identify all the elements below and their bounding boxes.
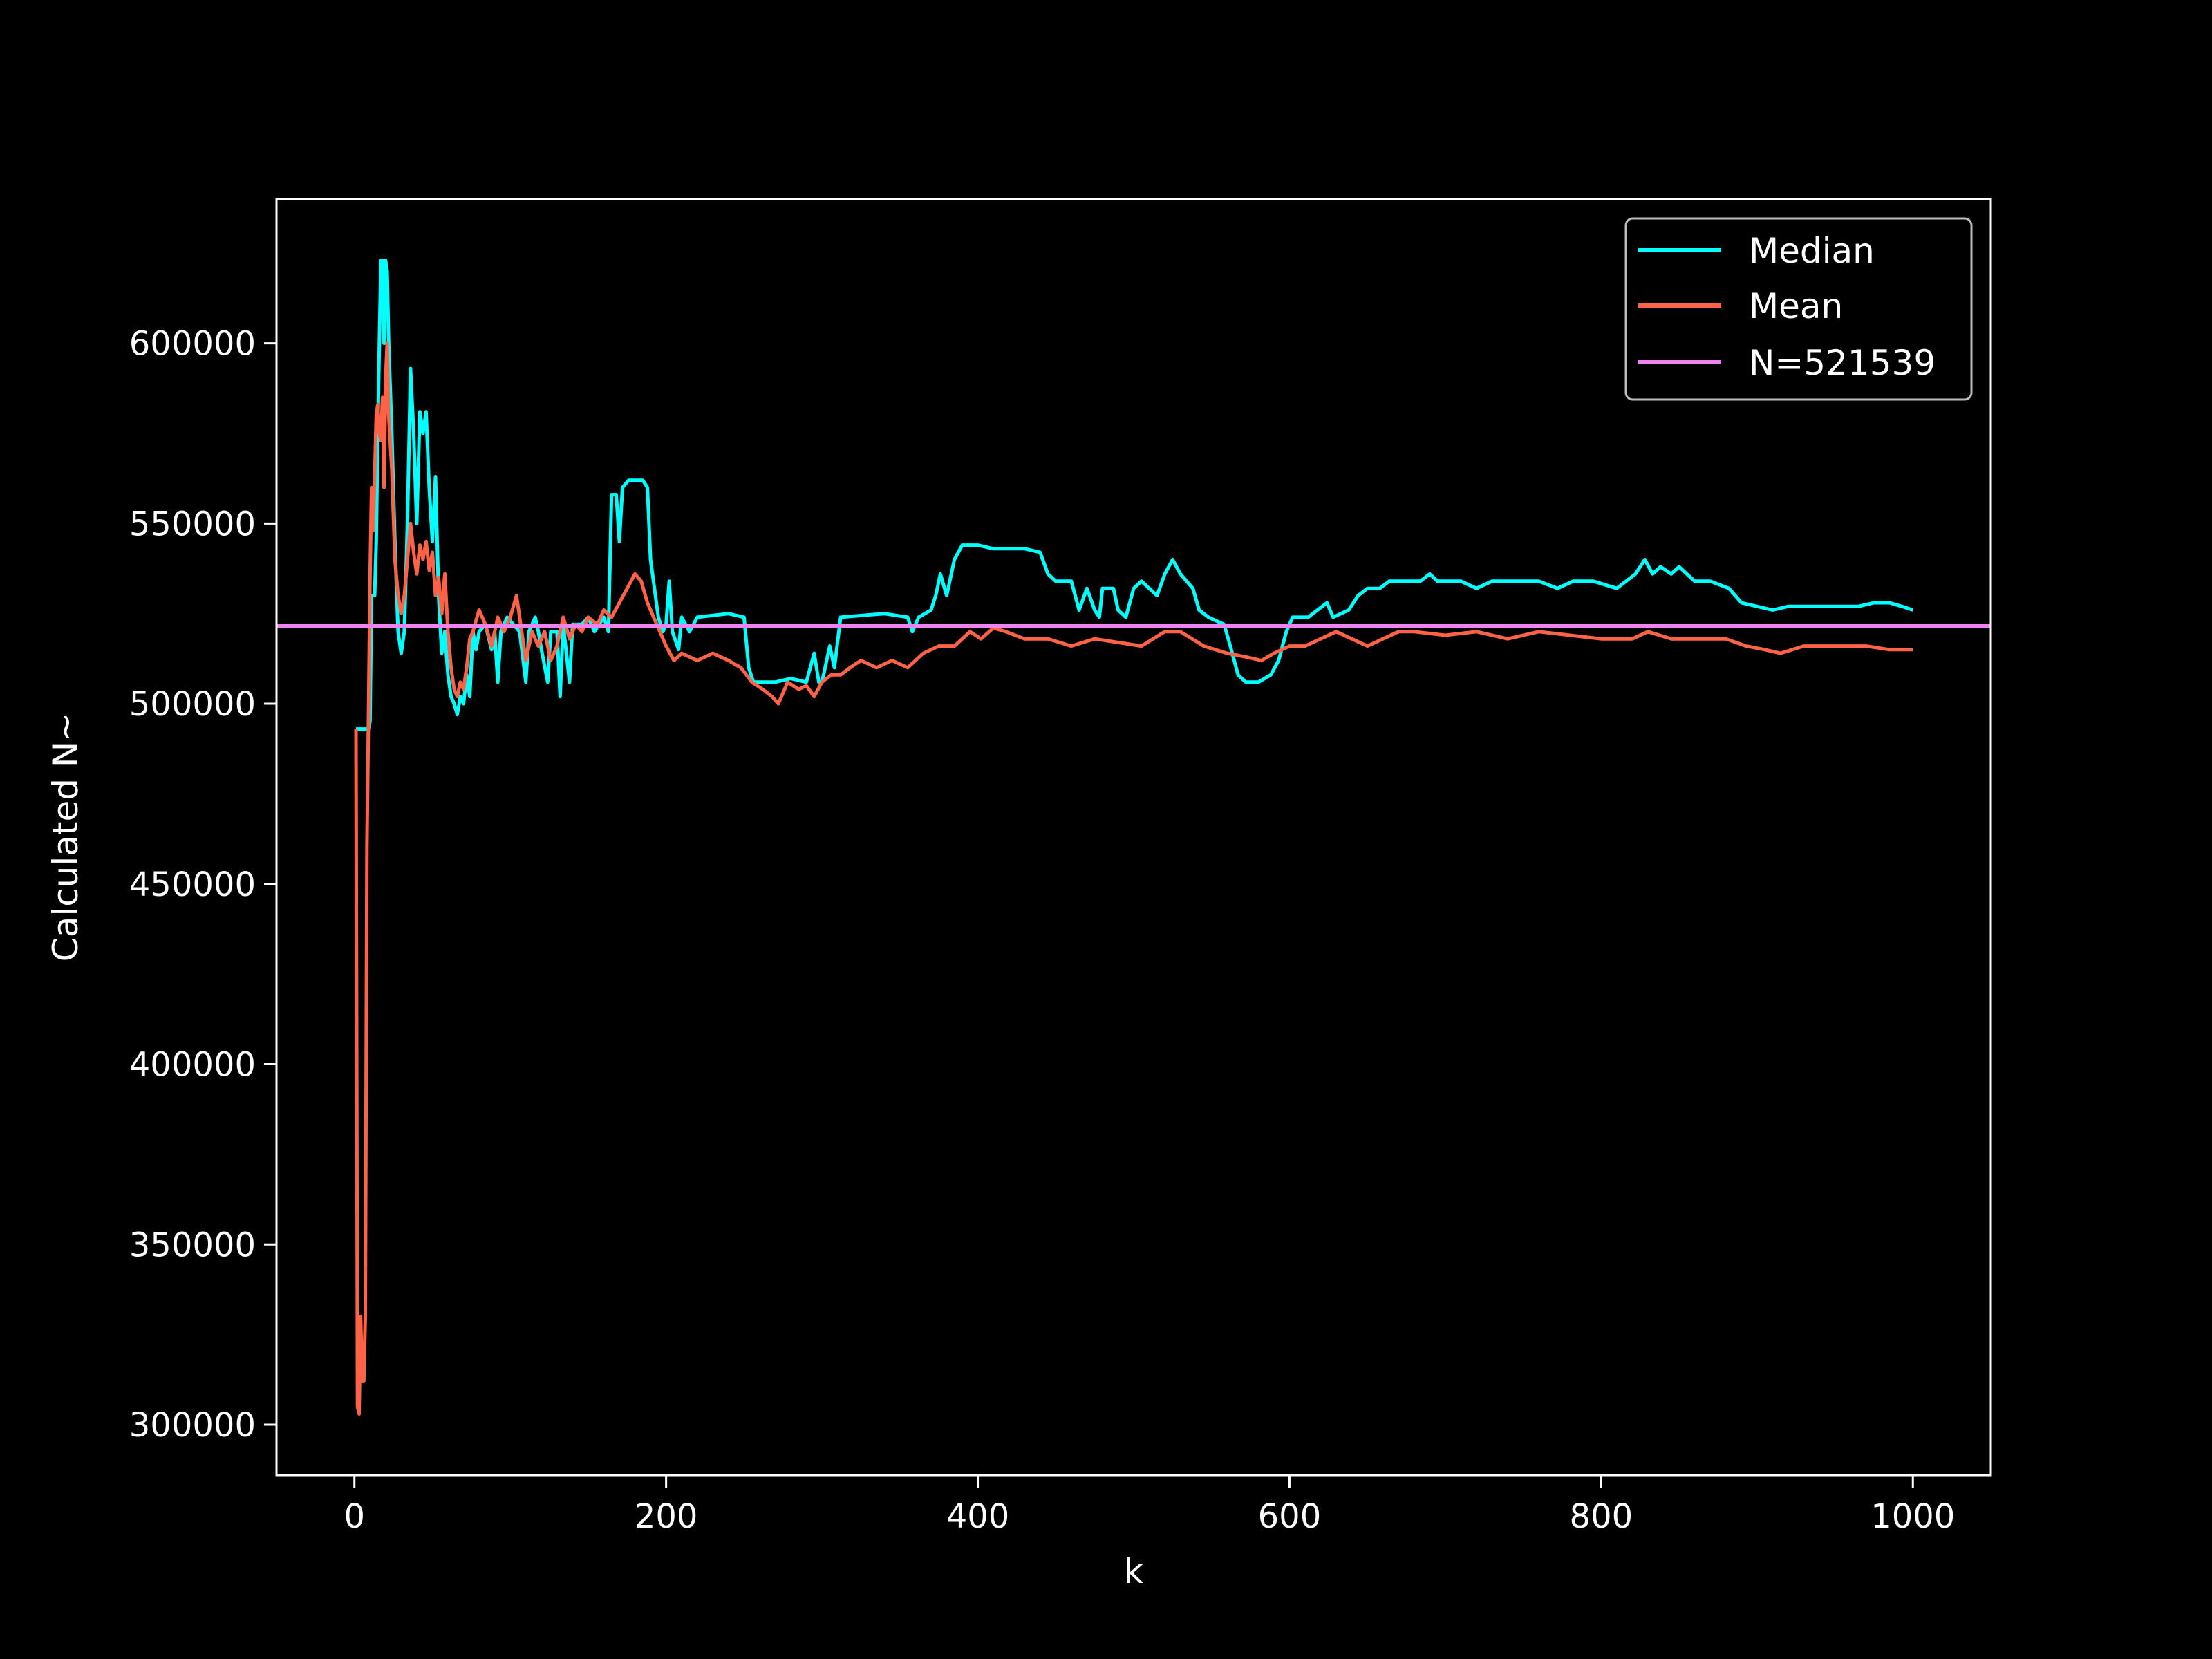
legend: Median Mean N=521539 <box>1624 217 1973 401</box>
legend-entry-median: Median <box>1638 231 1875 271</box>
plot-frame <box>275 198 1992 1477</box>
y-tick-label: 400000 <box>129 1046 256 1085</box>
y-tick-label: 550000 <box>129 505 256 543</box>
x-tick-label: 0 <box>344 1497 365 1536</box>
legend-label-reference: N=521539 <box>1749 343 1936 383</box>
series-line-median <box>356 259 1914 731</box>
x-tick-label: 600 <box>1258 1497 1322 1536</box>
y-tick-label: 600000 <box>129 325 256 364</box>
x-axis-label: k <box>1124 1551 1144 1591</box>
x-tick-label: 800 <box>1570 1497 1633 1536</box>
legend-label-median: Median <box>1749 231 1875 271</box>
y-tick-label: 500000 <box>129 685 256 724</box>
y-tick-label: 450000 <box>129 865 256 904</box>
x-axis: 0 200 400 600 800 1000 <box>344 1475 1955 1536</box>
legend-box <box>1624 217 1973 401</box>
x-tick-label: 1000 <box>1871 1497 1955 1536</box>
x-tick-label: 200 <box>635 1497 698 1536</box>
y-axis-label: Calculated N~ <box>46 713 86 962</box>
x-tick-label: 400 <box>946 1497 1010 1536</box>
series-layer <box>276 259 1991 1416</box>
y-axis: 300000 350000 400000 450000 500000 550000 6000… <box>129 325 276 1445</box>
legend-label-mean: Mean <box>1749 286 1843 326</box>
series-line-mean <box>354 341 1913 1416</box>
y-tick-label: 350000 <box>129 1226 256 1264</box>
y-tick-label: 300000 <box>129 1406 256 1445</box>
legend-entry-reference: N=521539 <box>1638 343 1936 383</box>
legend-entry-mean: Mean <box>1638 286 1843 326</box>
